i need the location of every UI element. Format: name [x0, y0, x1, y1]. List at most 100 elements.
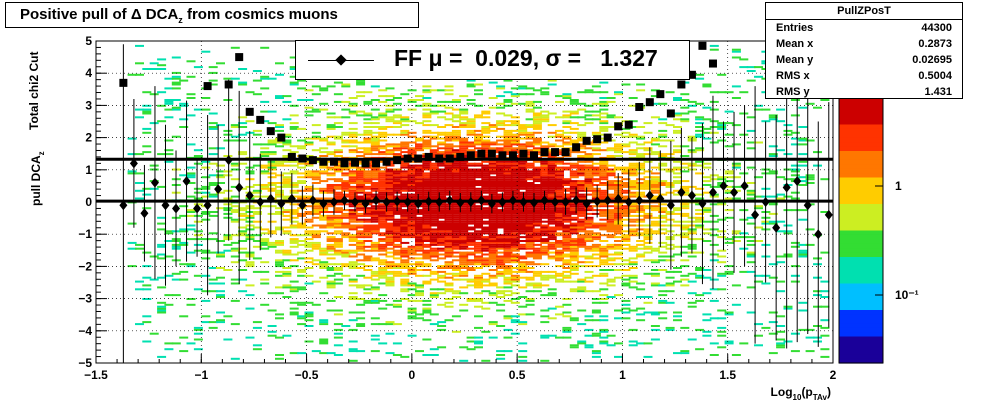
density-cell [606, 212, 616, 215]
density-cell [422, 139, 432, 142]
density-cell [496, 211, 506, 213]
density-cell [503, 259, 513, 262]
density-cell [673, 220, 682, 223]
density-cell [606, 247, 616, 250]
density-cell [392, 274, 402, 277]
density-cell [518, 178, 528, 181]
density-cell [636, 137, 646, 140]
density-cell [157, 228, 167, 231]
density-cell [496, 234, 506, 237]
density-cell [429, 249, 439, 252]
density-cell [378, 226, 388, 229]
density-cell [695, 218, 705, 221]
mean-point [508, 195, 517, 206]
density-cell [341, 236, 351, 239]
density-cell [333, 162, 343, 165]
density-cell [348, 350, 358, 353]
density-cell [628, 309, 638, 312]
density-cell [510, 170, 520, 173]
density-cell [216, 276, 225, 279]
density-cell [569, 176, 579, 179]
density-cell [532, 178, 542, 181]
mean-point [677, 187, 686, 198]
density-cell [768, 263, 778, 266]
density-cell [702, 220, 712, 223]
density-cell [466, 189, 476, 192]
density-cell [540, 211, 550, 213]
density-cell [577, 309, 587, 312]
density-cell [400, 180, 410, 183]
density-cell [650, 189, 660, 192]
density-cell [193, 220, 203, 223]
density-cell [680, 259, 690, 262]
density-cell [599, 91, 609, 94]
density-cell [370, 216, 380, 219]
density-cell [562, 261, 572, 264]
density-cell [481, 290, 491, 293]
density-cell [186, 143, 196, 146]
density-cell [532, 137, 542, 140]
density-cell [385, 323, 395, 326]
density-cell [275, 313, 284, 316]
density-cell [496, 95, 506, 98]
density-cell [466, 174, 476, 177]
density-cell [326, 245, 336, 248]
density-cell [746, 70, 756, 72]
density-cell [333, 224, 343, 227]
density-cell [289, 211, 299, 213]
density-cell [525, 118, 535, 121]
density-cell [569, 212, 579, 215]
density-cell [437, 216, 447, 219]
density-cell [459, 137, 469, 140]
density-cell [415, 168, 424, 171]
colorbar-band [839, 265, 883, 271]
density-cell [267, 141, 277, 144]
density-cell [628, 182, 638, 184]
density-cell [525, 166, 535, 169]
density-cell [193, 230, 203, 233]
density-cell [193, 249, 203, 252]
density-cell [392, 257, 402, 260]
density-cell [496, 236, 506, 239]
density-cell [606, 263, 616, 266]
density-cell [525, 267, 535, 269]
density-cell [628, 230, 638, 233]
density-cell [717, 182, 727, 184]
density-cell [540, 170, 550, 173]
density-cell [754, 280, 763, 283]
density-cell [591, 238, 601, 241]
density-cell [422, 299, 432, 302]
density-cell [252, 189, 262, 192]
density-cell [532, 274, 542, 277]
density-cell [326, 299, 336, 302]
x-tick-label: 0 [409, 368, 416, 382]
density-cell [643, 205, 653, 208]
density-cell [164, 303, 174, 306]
density-cell [562, 184, 572, 186]
density-cell [555, 216, 564, 219]
density-cell [135, 323, 144, 326]
density-cell [783, 209, 793, 212]
density-cell [127, 172, 137, 175]
density-cell [518, 263, 528, 266]
mean-point [235, 182, 244, 193]
density-cell [547, 166, 557, 169]
density-cell [702, 137, 712, 140]
density-cell [356, 166, 366, 169]
density-cell [363, 141, 373, 144]
density-cell [179, 79, 189, 82]
density-cell [555, 243, 564, 246]
density-cell [503, 245, 513, 248]
density-cell [555, 305, 564, 308]
density-cell [444, 151, 454, 154]
density-cell [466, 299, 476, 302]
density-cell [621, 317, 631, 320]
density-cell [820, 99, 830, 101]
density-cell [481, 272, 491, 275]
density-cell [577, 212, 587, 215]
density-cell [813, 305, 822, 308]
density-cell [415, 249, 424, 252]
density-cell [319, 151, 329, 154]
density-cell [260, 195, 270, 198]
density-cell [636, 282, 646, 285]
